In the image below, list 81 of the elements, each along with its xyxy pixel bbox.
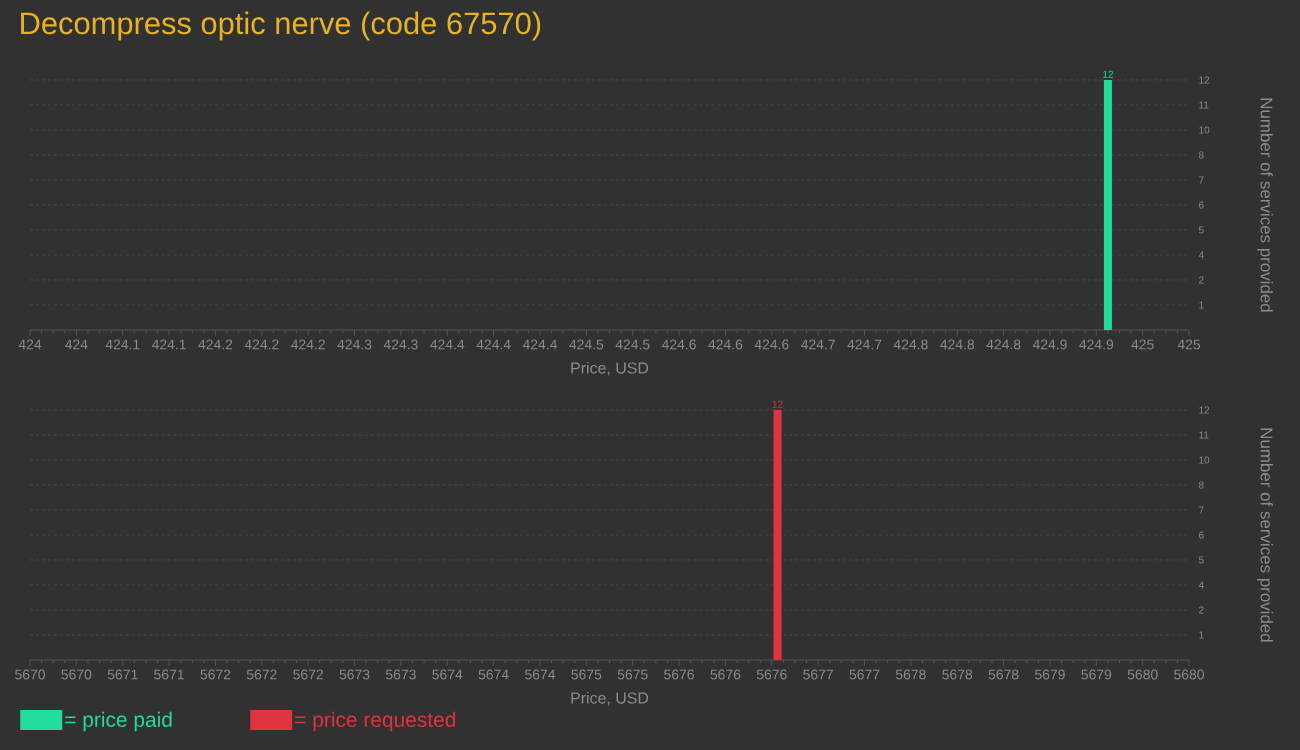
x-tick-label: 5673 bbox=[385, 669, 416, 680]
x-tick-label: 424.9 bbox=[1079, 339, 1114, 350]
x-tick-label: 424.7 bbox=[801, 339, 835, 350]
x-tick-label: 424.2 bbox=[244, 339, 279, 350]
y-tick-label: 7 bbox=[1199, 176, 1204, 184]
y-axis-title: Number of services provided bbox=[1257, 98, 1273, 312]
x-tick-label: 5674 bbox=[478, 669, 509, 680]
legend-label: = price paid bbox=[65, 711, 172, 732]
x-tick-label: 425 bbox=[1177, 339, 1201, 350]
y-tick-label: 11 bbox=[1199, 431, 1209, 439]
x-tick-label: 5675 bbox=[617, 669, 648, 680]
x-tick-label: 5672 bbox=[246, 669, 277, 680]
x-tick-label: 424.7 bbox=[847, 339, 882, 350]
x-tick-label: 5672 bbox=[293, 669, 323, 680]
x-tick-label: 424.5 bbox=[569, 339, 604, 350]
x-tick-label: 424.4 bbox=[522, 339, 558, 350]
x-tick-label: 424.2 bbox=[291, 339, 325, 350]
y-tick-label: 1 bbox=[1199, 631, 1204, 639]
x-tick-label: 5676 bbox=[710, 669, 741, 680]
x-tick-label: 424.2 bbox=[198, 339, 233, 350]
x-tick-label: 424.5 bbox=[615, 339, 650, 350]
x-tick-label: 424.9 bbox=[1032, 339, 1067, 350]
x-tick-label: 5680 bbox=[1127, 669, 1158, 680]
x-tick-label: 5676 bbox=[756, 669, 787, 680]
x-tick-label: 5672 bbox=[200, 669, 231, 680]
x-tick-label: 5680 bbox=[1174, 669, 1205, 680]
x-tick-label: 424.3 bbox=[337, 339, 372, 350]
x-tick-label: 5677 bbox=[849, 669, 880, 680]
y-tick-label: 7 bbox=[1199, 506, 1204, 514]
y-tick-label: 5 bbox=[1198, 556, 1204, 564]
x-tick-label: 5679 bbox=[1035, 669, 1065, 680]
x-axis-title: Price, USD bbox=[571, 361, 649, 376]
x-tick-label: 5678 bbox=[988, 669, 1019, 680]
x-tick-label: 424.1 bbox=[105, 339, 140, 350]
y-tick-label: 4 bbox=[1198, 251, 1204, 259]
y-axis-title: Number of services provided bbox=[1257, 428, 1273, 642]
y-tick-label: 2 bbox=[1199, 276, 1204, 284]
x-tick-label: 5670 bbox=[15, 669, 45, 680]
x-tick-label: 424.1 bbox=[151, 339, 186, 350]
x-tick-label: 5670 bbox=[61, 669, 92, 680]
x-tick-label: 425 bbox=[1131, 339, 1154, 350]
x-tick-label: 5679 bbox=[1081, 669, 1112, 680]
y-tick-label: 5 bbox=[1198, 226, 1204, 234]
x-tick-label: 5674 bbox=[432, 669, 463, 680]
y-tick-label: 11 bbox=[1199, 101, 1209, 109]
y-tick-label: 10 bbox=[1199, 456, 1210, 464]
x-tick-label: 5677 bbox=[803, 669, 833, 680]
x-tick-label: 424 bbox=[65, 339, 88, 350]
x-tick-label: 5678 bbox=[895, 669, 926, 680]
y-tick-label: 2 bbox=[1199, 606, 1204, 614]
y-tick-label: 12 bbox=[1199, 76, 1210, 84]
x-tick-label: 424.6 bbox=[754, 339, 789, 350]
legend-label: = price requested bbox=[295, 711, 456, 732]
x-tick-label: 424.8 bbox=[986, 339, 1021, 350]
x-tick-label: 5678 bbox=[942, 669, 973, 680]
x-tick-label: 5671 bbox=[107, 669, 138, 680]
x-tick-label: 424.8 bbox=[940, 339, 975, 350]
y-tick-label: 6 bbox=[1199, 201, 1204, 209]
y-tick-label: 4 bbox=[1198, 581, 1204, 589]
x-tick-label: 5675 bbox=[571, 669, 602, 680]
x-tick-label: 424.4 bbox=[430, 339, 465, 350]
x-tick-label: 424.4 bbox=[476, 339, 511, 350]
x-tick-label: 5676 bbox=[664, 669, 694, 680]
x-tick-label: 5671 bbox=[154, 669, 184, 680]
x-tick-label: 424 bbox=[18, 339, 42, 350]
data-label: 12 bbox=[772, 400, 783, 408]
x-tick-label: 5674 bbox=[525, 669, 556, 680]
y-tick-label: 8 bbox=[1198, 481, 1204, 489]
x-tick-label: 424.6 bbox=[661, 339, 696, 350]
y-tick-label: 8 bbox=[1198, 151, 1204, 159]
y-tick-label: 6 bbox=[1199, 531, 1204, 539]
y-tick-label: 1 bbox=[1199, 301, 1204, 309]
data-label: 12 bbox=[1103, 70, 1113, 78]
chart-title: Decompress optic nerve (code 67570) bbox=[21, 11, 541, 41]
y-tick-label: 12 bbox=[1199, 406, 1210, 414]
x-tick-label: 424.3 bbox=[383, 339, 418, 350]
x-axis-title: Price, USD bbox=[571, 691, 649, 706]
x-tick-label: 5673 bbox=[339, 669, 370, 680]
x-tick-label: 424.8 bbox=[893, 339, 928, 350]
x-tick-label: 424.6 bbox=[708, 339, 743, 350]
y-tick-label: 10 bbox=[1199, 126, 1210, 134]
